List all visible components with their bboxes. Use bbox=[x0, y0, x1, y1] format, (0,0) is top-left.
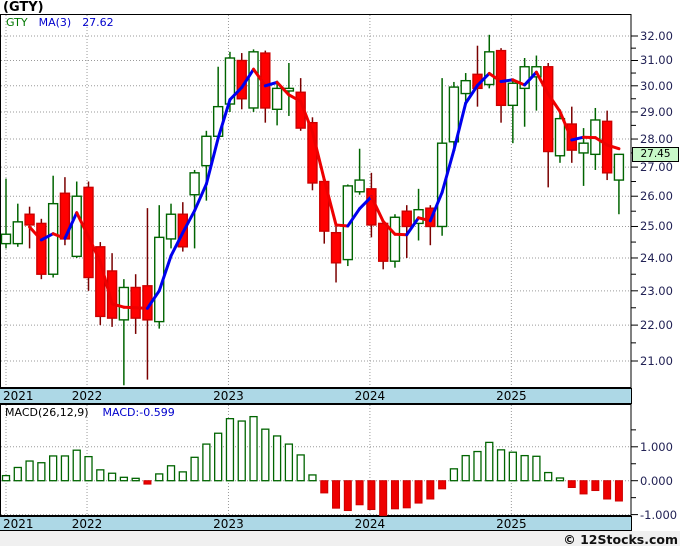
y-axis-price-label: 22.00 bbox=[640, 318, 673, 333]
x-axis-year-label: 2021 bbox=[3, 389, 34, 403]
x-axis-year-label: 2024 bbox=[354, 517, 386, 531]
y-axis-price-label: 29.00 bbox=[640, 104, 673, 119]
y-axis-price-label: 31.00 bbox=[640, 53, 673, 68]
main-chart-legend: GTY MA(3) 27.62 bbox=[6, 16, 125, 29]
macd-params-label: MACD(26,12,9) bbox=[5, 406, 89, 419]
legend-ma-value: 27.62 bbox=[82, 16, 114, 29]
y-axis-price-label: 26.00 bbox=[640, 189, 673, 204]
y-axis-price-label: 21.00 bbox=[640, 354, 673, 368]
macd-value-label: MACD:-0.599 bbox=[102, 406, 175, 419]
x-axis-year-label: 2023 bbox=[213, 389, 244, 403]
page-title: (GTY) bbox=[3, 0, 44, 15]
y-axis-price-label: 25.00 bbox=[640, 219, 673, 234]
x-axis-year-label: 2023 bbox=[213, 517, 244, 531]
x-axis-year-label: 2025 bbox=[496, 389, 527, 403]
y-axis-price-label: 24.00 bbox=[640, 250, 673, 265]
y-axis-price-label: 30.00 bbox=[640, 78, 673, 93]
macd-axis-label: -1.000 bbox=[640, 507, 678, 522]
y-axis-price-label: 28.00 bbox=[640, 132, 673, 147]
x-axis-year-label: 2025 bbox=[496, 517, 527, 531]
x-axis-bar-main bbox=[0, 388, 632, 404]
y-axis-price-label: 23.00 bbox=[640, 283, 673, 298]
x-axis-year-label: 2024 bbox=[354, 389, 386, 403]
macd-axis-label: 0.000 bbox=[640, 473, 673, 488]
x-axis-year-label: 2022 bbox=[71, 517, 103, 531]
macd-legend: MACD(26,12,9) MACD:-0.599 bbox=[5, 406, 175, 419]
x-axis-year-label: 2021 bbox=[3, 517, 34, 531]
footer-strip bbox=[0, 531, 680, 546]
x-axis-bar-macd bbox=[0, 516, 632, 531]
y-axis-price-label: 32.00 bbox=[640, 29, 673, 43]
legend-ma-label: MA(3) bbox=[38, 16, 72, 29]
legend-symbol: GTY bbox=[6, 16, 28, 29]
x-axis-year-label: 2022 bbox=[71, 389, 103, 403]
watermark: © 12Stocks.com bbox=[563, 532, 678, 546]
last-price-tag: 27.45 bbox=[632, 147, 679, 162]
y-axis-price-label: 27.00 bbox=[640, 160, 673, 175]
macd-axis-label: 1.000 bbox=[640, 439, 673, 454]
